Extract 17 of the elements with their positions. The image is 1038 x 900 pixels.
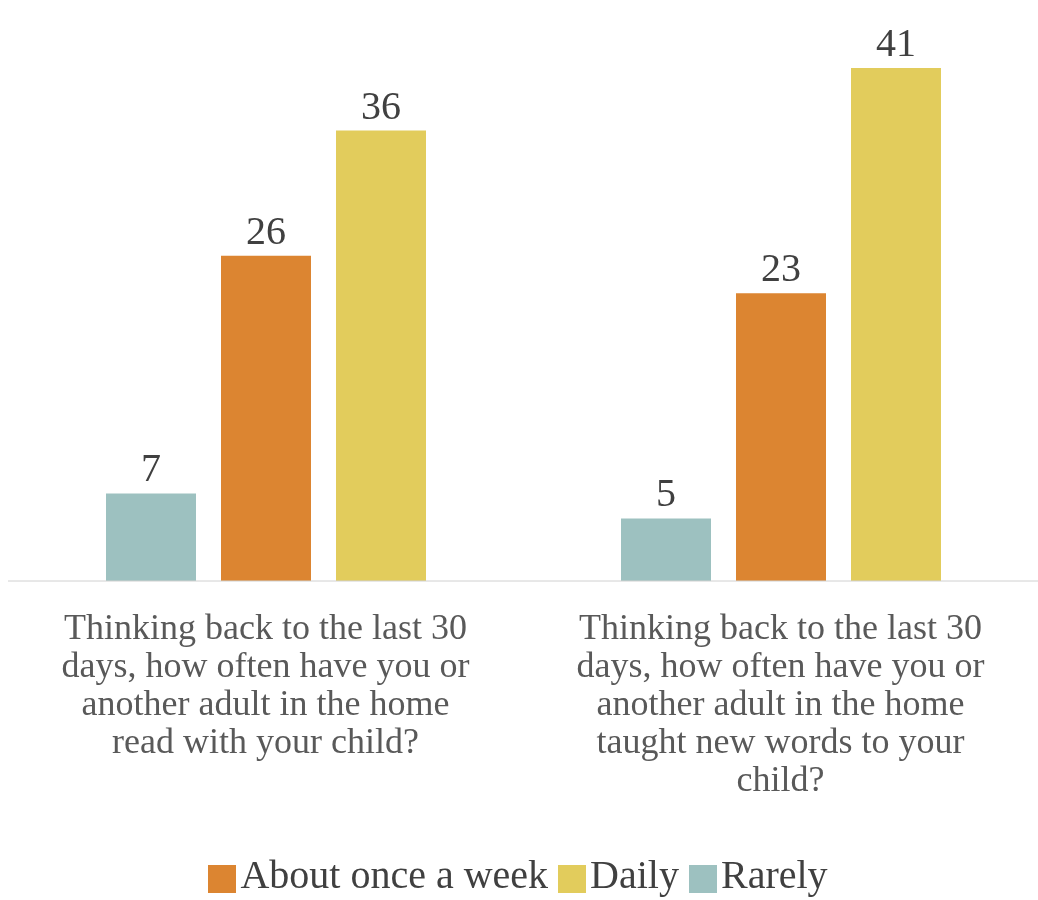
- legend-label: About once a week: [240, 852, 549, 897]
- bar: [106, 493, 196, 581]
- bar: [736, 293, 826, 581]
- data-label: 26: [246, 207, 286, 253]
- data-label: 5: [656, 470, 676, 516]
- bar: [851, 68, 941, 581]
- data-label: 36: [361, 82, 401, 128]
- bar: [336, 130, 426, 581]
- legend-label: Rarely: [720, 852, 828, 897]
- bar: [221, 255, 311, 581]
- x-tick-label: Thinking back to the last 30 days, how often have you or another adult in the home taught new words to your child?: [576, 607, 985, 799]
- data-label: 41: [876, 20, 916, 65]
- data-label: 23: [761, 245, 801, 291]
- legend-label: Daily: [590, 852, 679, 897]
- bar: [621, 518, 711, 581]
- data-label: 7: [141, 445, 161, 491]
- x-tick-label: Thinking back to the last 30 days, how often have you or another adult in the home read with your child?: [61, 607, 470, 761]
